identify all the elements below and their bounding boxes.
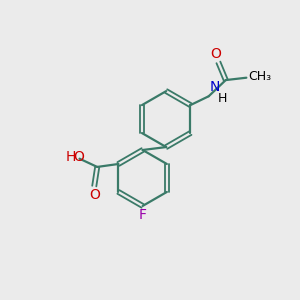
- Text: CH₃: CH₃: [249, 70, 272, 83]
- Text: O: O: [89, 188, 100, 202]
- Text: N: N: [209, 80, 220, 94]
- Text: H: H: [66, 150, 76, 164]
- Text: F: F: [139, 208, 147, 222]
- Text: O: O: [73, 150, 84, 164]
- Text: O: O: [211, 47, 221, 61]
- Text: H: H: [218, 92, 227, 105]
